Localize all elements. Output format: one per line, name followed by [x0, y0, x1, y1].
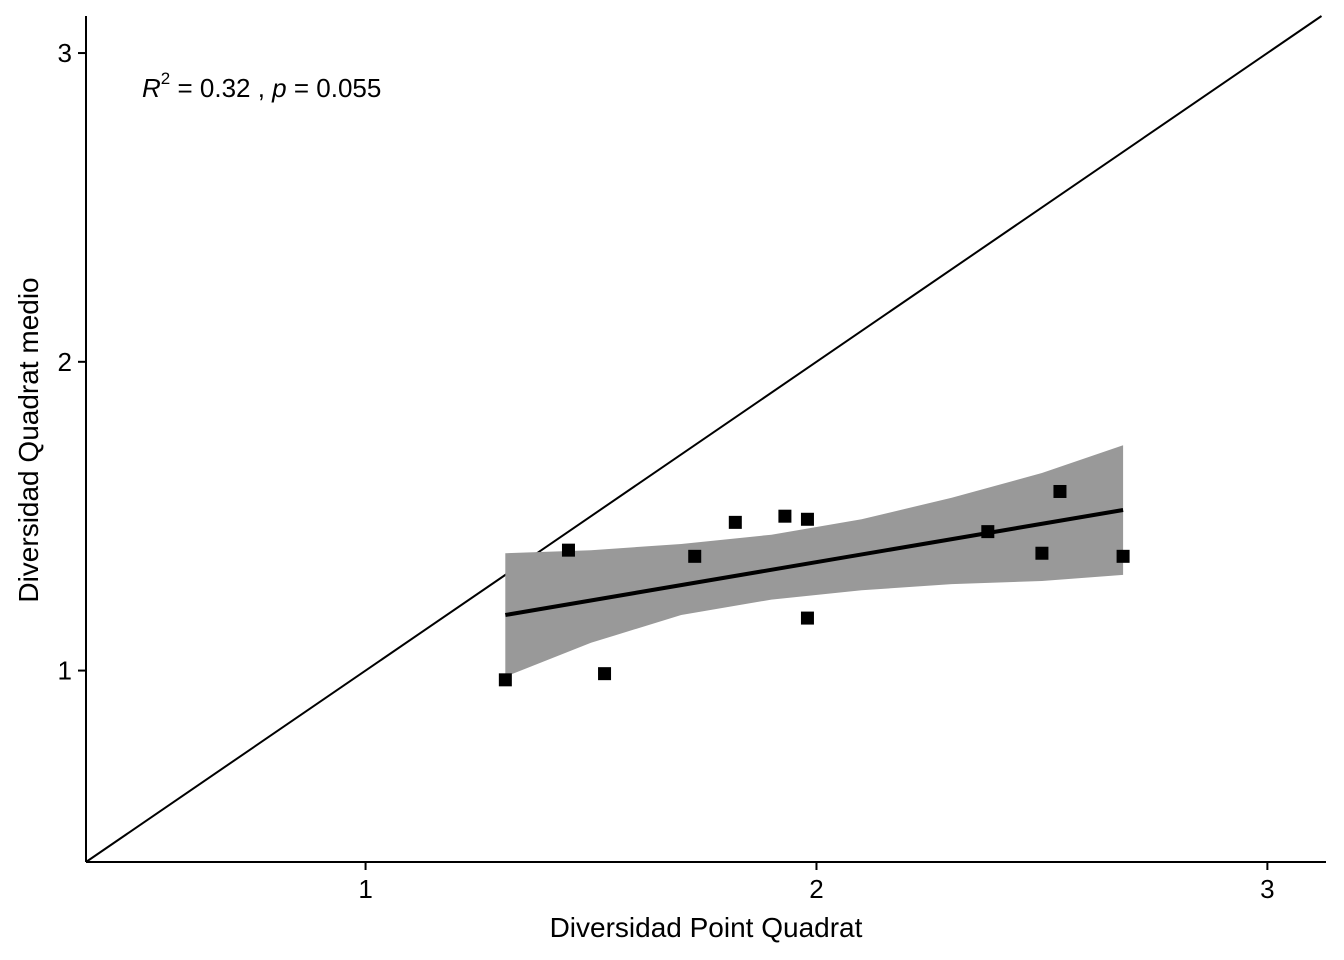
- data-point-9: [981, 525, 995, 539]
- r-squared-value: = 0.32 ,: [170, 73, 272, 103]
- data-point-10: [1035, 546, 1049, 560]
- data-point-1: [498, 673, 512, 687]
- x-tick-label-1: 1: [358, 874, 372, 904]
- y-tick-label-3: 3: [58, 38, 72, 68]
- p-symbol: p: [271, 73, 286, 103]
- regression-stats-annotation: R2 = 0.32 , p = 0.055: [142, 69, 381, 103]
- data-point-2: [561, 543, 575, 557]
- regression-line: [505, 508, 1124, 617]
- y-tick-label-1: 1: [58, 656, 72, 686]
- data-point-11: [1053, 484, 1067, 498]
- p-value: = 0.055: [287, 73, 382, 103]
- x-axis-title: Diversidad Point Quadrat: [550, 912, 863, 943]
- axes: 1 2 3 1 2 3: [58, 16, 1326, 904]
- data-point-8: [800, 611, 814, 625]
- data-point-4: [688, 549, 702, 563]
- data-point-5: [728, 515, 742, 529]
- y-tick-label-2: 2: [58, 347, 72, 377]
- plot-area: [85, 15, 1323, 863]
- x-tick-label-3: 3: [1260, 874, 1274, 904]
- y-axis-title: Diversidad Quadrat medio: [13, 277, 44, 602]
- r-symbol: R: [142, 73, 161, 103]
- data-point-7: [800, 512, 814, 526]
- data-point-12: [1116, 549, 1130, 563]
- data-point-3: [598, 667, 612, 681]
- r-exponent: 2: [161, 69, 170, 88]
- x-tick-label-2: 2: [809, 874, 823, 904]
- data-point-6: [778, 509, 792, 523]
- identity-reference-line: [85, 15, 1323, 863]
